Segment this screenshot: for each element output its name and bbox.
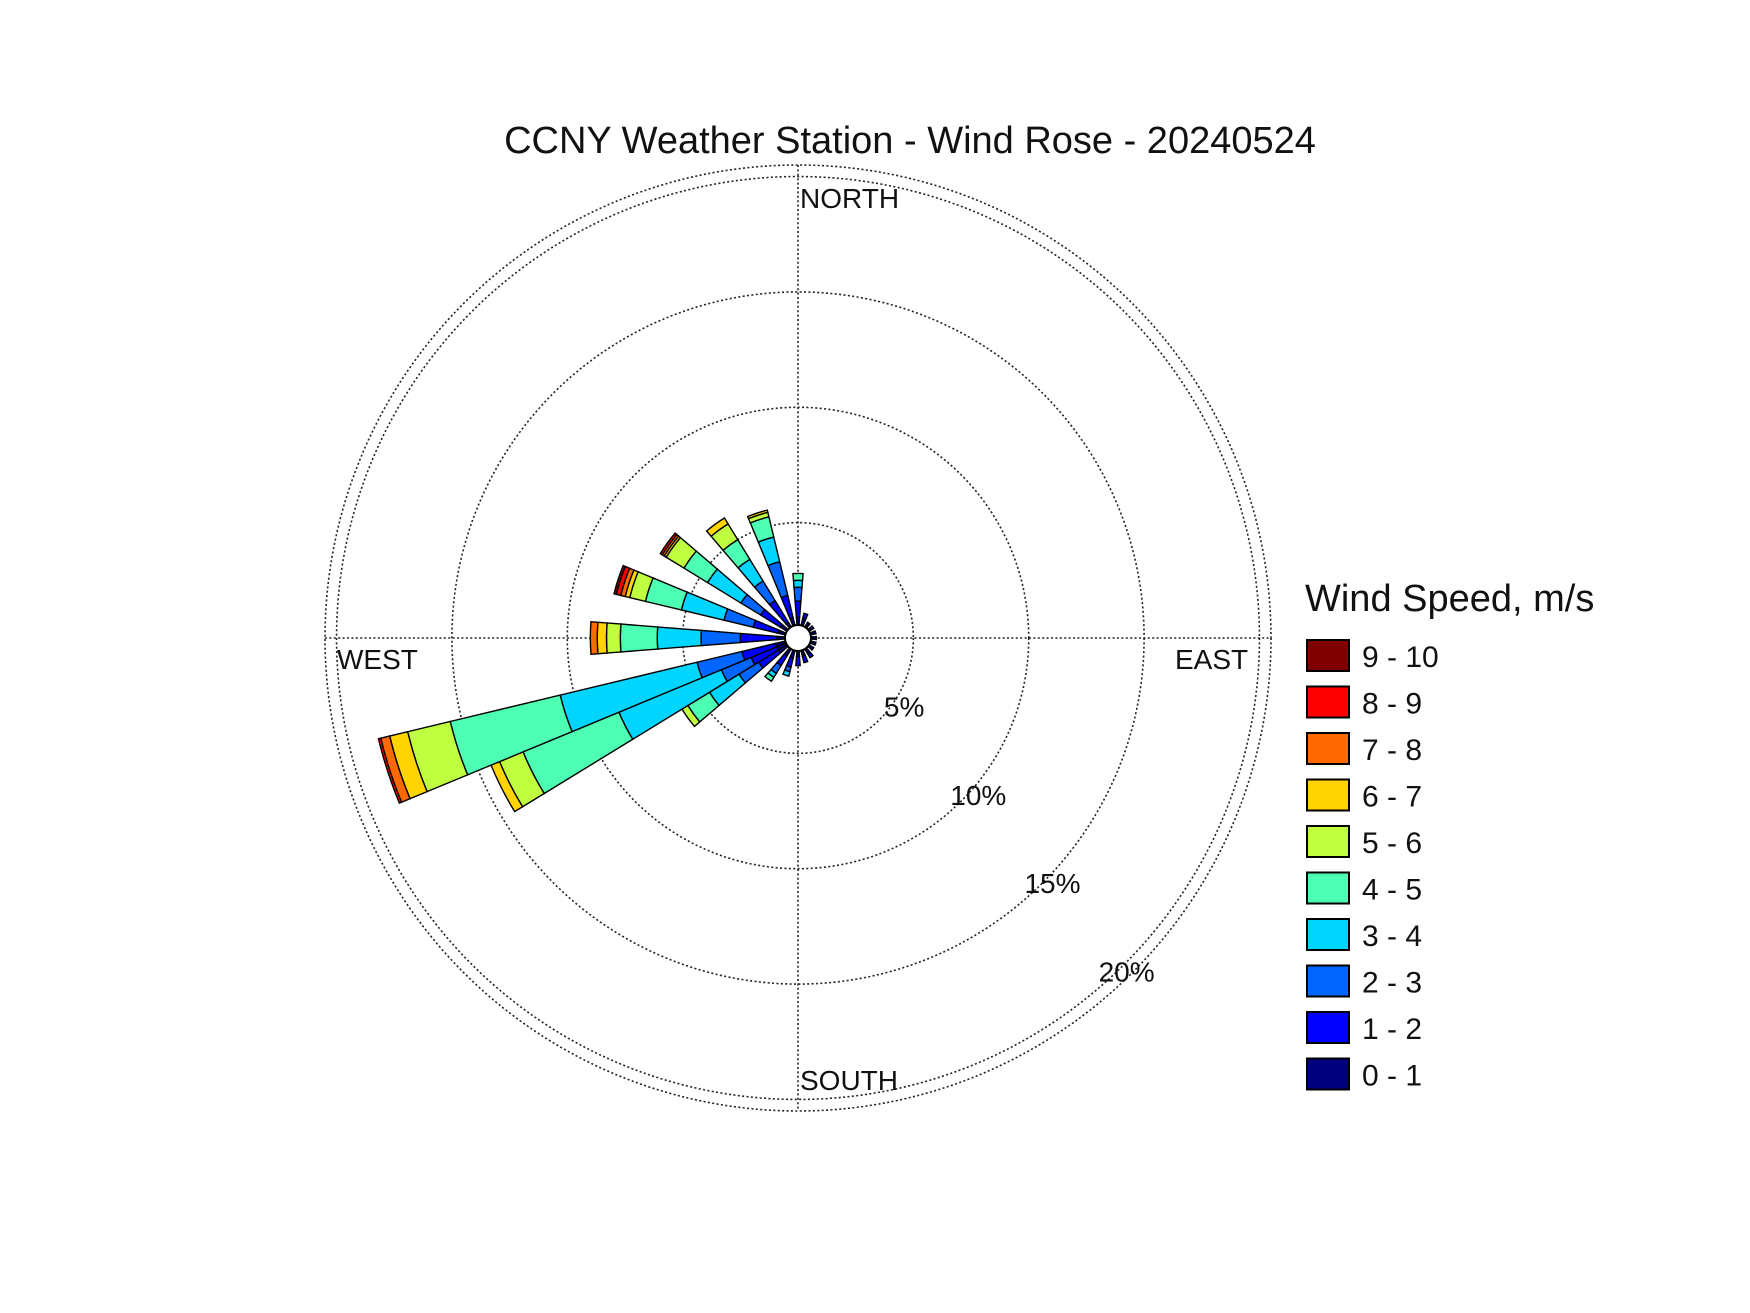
bar-dir-270-bin-0 xyxy=(776,635,785,641)
bar-dir-270-bin-6 xyxy=(596,621,608,655)
ring-labels: 5% 10% 15% 20% xyxy=(884,691,1155,987)
bar-dir-270-bin-7 xyxy=(589,620,599,656)
bar-dir-18-bin-1 xyxy=(802,612,809,620)
wind-rose-bars xyxy=(377,509,818,813)
polar-grid xyxy=(324,164,1272,1112)
ring-label-4: 20% xyxy=(1099,957,1155,988)
bar-dir-0-bin-4 xyxy=(792,572,804,582)
bar-dir-0-bin-2 xyxy=(793,586,803,602)
calm-circle xyxy=(784,624,812,652)
bar-dir-270-bin-4 xyxy=(619,623,659,653)
legend-swatch-6 xyxy=(1306,918,1350,951)
bar-dir-270-bin-1 xyxy=(739,632,779,644)
bar-dir-288-bin-2 xyxy=(723,607,757,629)
bar-dir-90-bin-0 xyxy=(811,635,818,641)
bar-dir-324-bin-6 xyxy=(705,517,730,538)
bar-dir-180-bin-1 xyxy=(795,655,801,667)
bar-dir-0-bin-3 xyxy=(792,579,804,589)
bar-dir-162-bin-1 xyxy=(801,654,809,664)
bar-dir-342-bin-6 xyxy=(746,509,769,520)
legend-label-6: 3 - 4 xyxy=(1362,920,1422,953)
legend-swatch-0 xyxy=(1306,639,1350,672)
legend-label-4: 5 - 6 xyxy=(1362,827,1422,860)
ring-label-2: 10% xyxy=(950,780,1006,811)
legend-swatch-2 xyxy=(1306,732,1350,765)
bar-dir-288-bin-3 xyxy=(680,591,729,622)
direction-label-south: SOUTH xyxy=(800,1065,898,1096)
bar-dir-216-bin-4 xyxy=(764,672,775,683)
legend-swatch-7 xyxy=(1306,964,1350,998)
legend-label-5: 4 - 5 xyxy=(1362,874,1422,907)
legend-swatch-9 xyxy=(1306,1057,1350,1091)
bar-dir-0-bin-1 xyxy=(794,600,802,619)
legend-swatch-5 xyxy=(1306,871,1350,905)
bar-dir-0-bin-0 xyxy=(795,616,801,625)
bar-dir-270-bin-2 xyxy=(700,629,742,647)
bar-dir-252-bin-8 xyxy=(377,737,403,805)
direction-label-north: NORTH xyxy=(800,183,899,214)
ring-label-1: 5% xyxy=(884,691,924,722)
legend-label-7: 2 - 3 xyxy=(1362,967,1422,1000)
grid-outer-ring xyxy=(324,164,1272,1112)
direction-label-east: EAST xyxy=(1175,644,1248,675)
legend-title: Wind Speed, m/s xyxy=(1305,578,1594,620)
legend-label-0: 9 - 10 xyxy=(1362,641,1439,674)
bar-dir-108-bin-0 xyxy=(809,640,817,646)
bar-dir-342-bin-2 xyxy=(767,560,789,599)
legend-swatch-3 xyxy=(1306,778,1350,812)
ring-label-3: 15% xyxy=(1024,868,1080,899)
bar-dir-270-bin-3 xyxy=(656,626,703,650)
legend-label-8: 1 - 2 xyxy=(1362,1013,1422,1046)
bar-dir-270-bin-5 xyxy=(605,622,622,654)
bar-dir-306-bin-8 xyxy=(659,532,678,556)
legend: Wind Speed, m/s 9 - 10 8 - 9 7 - 8 6 - 7 5 -… xyxy=(1305,578,1594,1093)
bar-dir-288-bin-9 xyxy=(613,564,627,596)
direction-label-west: WEST xyxy=(337,644,418,675)
legend-label-9: 0 - 1 xyxy=(1362,1060,1422,1093)
bar-dir-198-bin-3 xyxy=(782,669,791,677)
legend-swatch-4 xyxy=(1306,825,1350,858)
bar-dir-72-bin-0 xyxy=(809,630,817,636)
legend-label-3: 6 - 7 xyxy=(1362,781,1422,814)
bar-dir-144-bin-1 xyxy=(806,651,814,659)
legend-items: 9 - 10 8 - 9 7 - 8 6 - 7 5 - 6 4 - 5 3 - 4 2 - … xyxy=(1306,639,1439,1093)
legend-label-2: 7 - 8 xyxy=(1362,734,1422,767)
chart-title: CCNY Weather Station - Wind Rose - 20240… xyxy=(504,120,1316,162)
legend-label-1: 8 - 9 xyxy=(1362,688,1422,721)
legend-swatch-8 xyxy=(1306,1011,1350,1044)
legend-swatch-1 xyxy=(1306,685,1350,719)
